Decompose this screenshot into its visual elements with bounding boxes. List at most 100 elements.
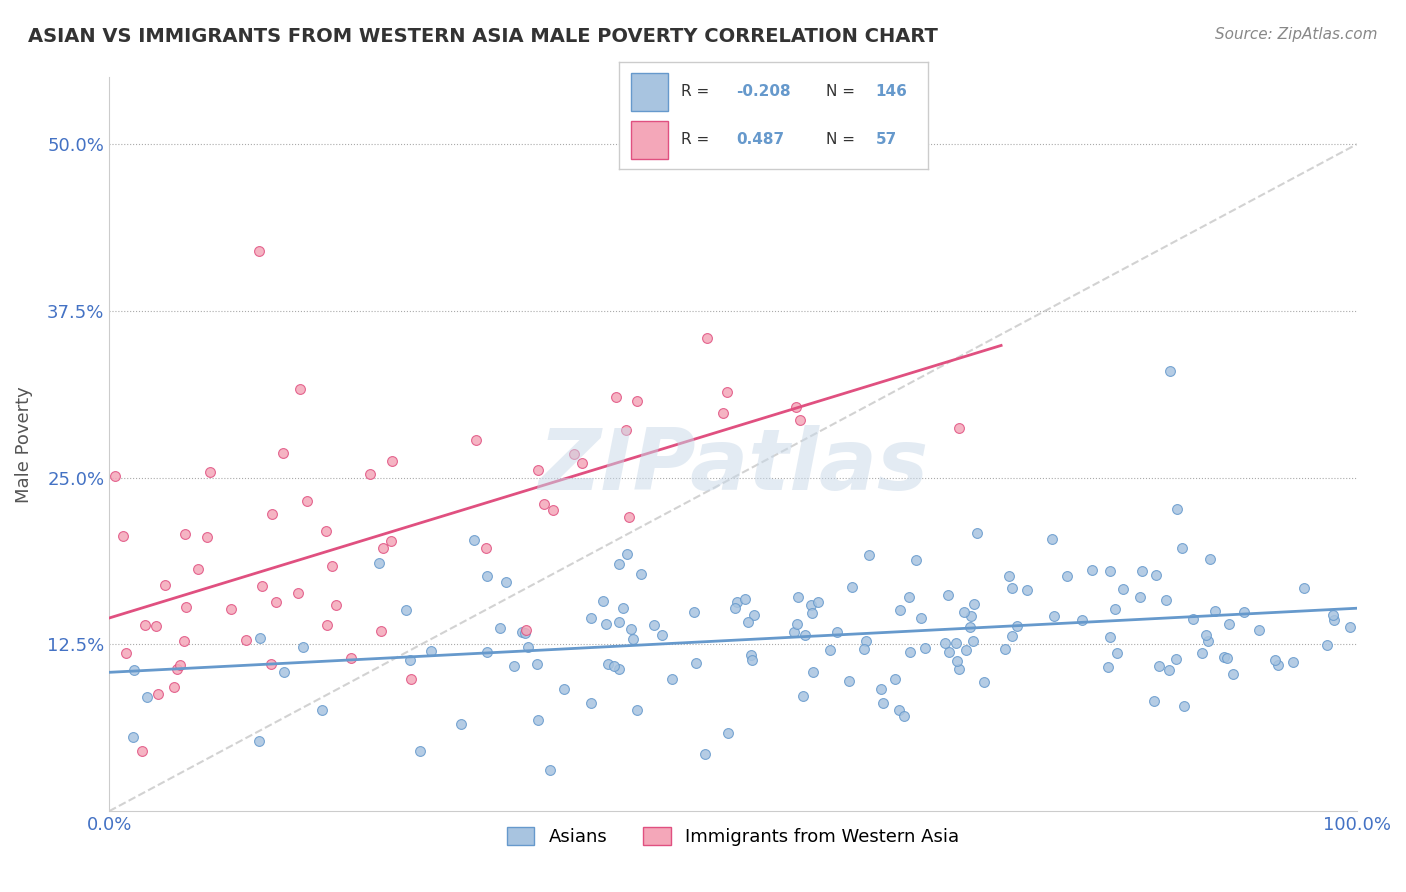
Point	[371, 541, 394, 555]
Point	[898, 644, 921, 658]
Point	[905, 553, 928, 567]
Point	[526, 657, 548, 671]
Point	[607, 615, 630, 630]
Point	[579, 611, 602, 625]
Point	[1164, 652, 1187, 666]
Point	[325, 598, 347, 612]
Point	[1105, 646, 1128, 660]
Point	[131, 744, 153, 758]
Point	[1042, 609, 1064, 624]
Point	[841, 580, 863, 594]
Point	[571, 456, 593, 470]
Point	[538, 763, 561, 777]
Point	[1323, 613, 1346, 627]
Point	[271, 446, 294, 460]
Point	[249, 631, 271, 645]
Point	[187, 561, 209, 575]
Point	[716, 385, 738, 400]
Point	[955, 643, 977, 657]
Point	[517, 640, 540, 655]
Point	[807, 595, 830, 609]
Point	[1097, 660, 1119, 674]
Point	[475, 541, 498, 555]
Point	[953, 606, 976, 620]
Point	[1199, 552, 1222, 566]
Point	[742, 607, 765, 622]
Point	[489, 621, 512, 635]
Point	[1098, 630, 1121, 644]
Point	[419, 644, 441, 658]
Text: R =: R =	[681, 84, 714, 99]
Point	[682, 606, 704, 620]
Legend: Asians, Immigrants from Western Asia: Asians, Immigrants from Western Asia	[499, 820, 966, 854]
Point	[1112, 582, 1135, 596]
Point	[339, 650, 361, 665]
Point	[1213, 650, 1236, 665]
Text: ASIAN VS IMMIGRANTS FROM WESTERN ASIA MALE POVERTY CORRELATION CHART: ASIAN VS IMMIGRANTS FROM WESTERN ASIA MA…	[28, 27, 938, 45]
Point	[612, 600, 634, 615]
Point	[262, 508, 284, 522]
Point	[595, 616, 617, 631]
Point	[221, 602, 243, 616]
Point	[1170, 541, 1192, 556]
Point	[1247, 623, 1270, 637]
Point	[825, 625, 848, 640]
Point	[855, 633, 877, 648]
Point	[315, 617, 337, 632]
Point	[936, 588, 959, 602]
Point	[1130, 564, 1153, 578]
Point	[510, 625, 533, 640]
Point	[605, 390, 627, 404]
Point	[592, 594, 614, 608]
Point	[948, 421, 970, 435]
Point	[818, 643, 841, 657]
Point	[785, 400, 807, 414]
Point	[858, 548, 880, 562]
Point	[1081, 563, 1104, 577]
Point	[1144, 568, 1167, 582]
Point	[889, 603, 911, 617]
Point	[598, 657, 620, 672]
Point	[998, 569, 1021, 583]
Point	[1129, 591, 1152, 605]
Point	[1056, 568, 1078, 582]
Point	[399, 672, 422, 686]
Point	[616, 547, 638, 561]
Point	[527, 713, 550, 727]
Text: N =: N =	[825, 84, 859, 99]
Point	[723, 601, 745, 615]
Point	[884, 672, 907, 686]
Point	[962, 633, 984, 648]
Point	[174, 526, 197, 541]
Point	[603, 658, 626, 673]
Point	[792, 689, 814, 703]
Point	[1222, 666, 1244, 681]
Point	[897, 590, 920, 604]
Point	[1098, 564, 1121, 578]
Point	[1218, 616, 1240, 631]
Point	[786, 616, 808, 631]
Point	[800, 599, 823, 613]
Point	[527, 463, 550, 477]
Point	[1104, 602, 1126, 616]
Point	[1159, 664, 1181, 678]
Point	[893, 709, 915, 723]
Point	[581, 696, 603, 710]
Point	[288, 382, 311, 396]
Point	[801, 665, 824, 679]
Point	[1282, 655, 1305, 669]
Point	[464, 433, 486, 447]
Point	[463, 533, 485, 548]
Point	[169, 657, 191, 672]
Point	[1204, 604, 1226, 618]
Point	[914, 640, 936, 655]
Point	[515, 623, 537, 637]
Point	[1166, 501, 1188, 516]
Point	[122, 730, 145, 744]
Point	[1316, 638, 1339, 652]
Point	[503, 658, 526, 673]
Point	[1042, 533, 1064, 547]
Point	[1156, 593, 1178, 607]
Point	[963, 598, 986, 612]
Point	[838, 673, 860, 688]
